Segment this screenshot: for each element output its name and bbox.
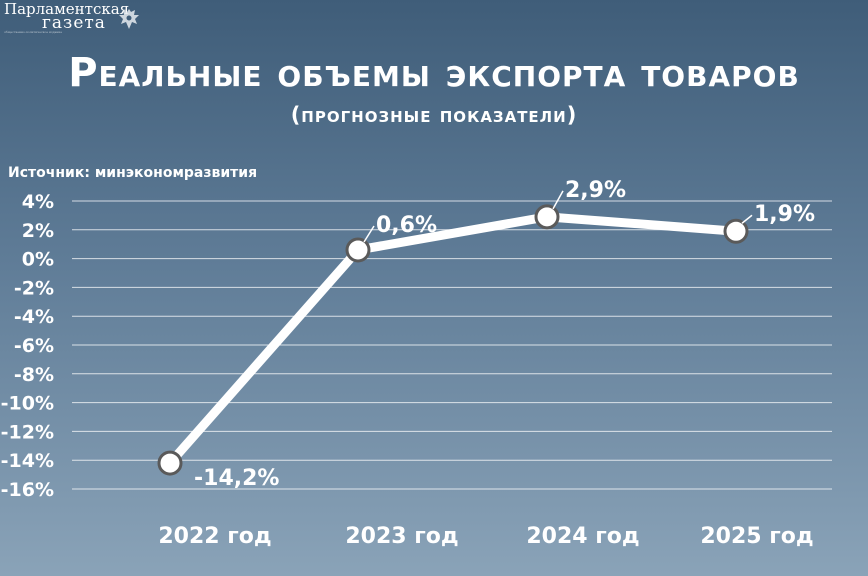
data-label: 0,6% bbox=[376, 213, 437, 238]
data-label: 1,9% bbox=[754, 202, 815, 227]
y-tick-label: -16% bbox=[1, 479, 54, 501]
chart-title: Реальные объемы экспорта товаров bbox=[68, 50, 800, 96]
label-leader-line bbox=[741, 214, 753, 224]
label-leader-line bbox=[552, 190, 564, 210]
x-category-label: 2023 год bbox=[345, 524, 458, 549]
series-line bbox=[165, 212, 741, 468]
logo-line-2: газета bbox=[42, 13, 106, 33]
x-category-label: 2025 год bbox=[700, 524, 813, 549]
eagle-emblem-icon bbox=[119, 9, 139, 29]
logo-line-1: Парламентская bbox=[4, 0, 130, 18]
data-points bbox=[157, 204, 749, 476]
y-tick-label: 4% bbox=[22, 191, 54, 213]
data-labels: -14,2% 0,6% 2,9% 1,9% bbox=[194, 178, 815, 491]
source-note: Источник: минэкономразвития bbox=[8, 165, 258, 181]
y-tick-label: -10% bbox=[1, 393, 54, 415]
y-tick-label: 0% bbox=[22, 249, 54, 271]
y-tick-label: -6% bbox=[14, 335, 54, 357]
y-tick-label: 2% bbox=[22, 220, 54, 242]
y-tick-label: -14% bbox=[1, 450, 54, 472]
data-point bbox=[157, 450, 183, 476]
chart-subtitle: (прогнозные показатели) bbox=[290, 103, 578, 127]
y-tick-label: -8% bbox=[14, 364, 54, 386]
data-label: 2,9% bbox=[565, 178, 626, 203]
y-tick-label: -2% bbox=[14, 277, 54, 299]
label-leader-line bbox=[363, 225, 375, 243]
y-tick-label: -12% bbox=[1, 421, 54, 443]
data-point bbox=[345, 237, 371, 263]
y-axis-ticks: 4% 2% 0% -2% -4% -6% -8% -10% -12% -14% -16% bbox=[1, 191, 54, 501]
series-line-group bbox=[165, 212, 741, 468]
gridlines bbox=[72, 200, 832, 490]
logo-tagline: общественно-политическое издание bbox=[4, 30, 63, 34]
x-axis-categories: 2022 год 2023 год 2024 год 2025 год bbox=[158, 524, 813, 549]
data-point bbox=[723, 218, 749, 244]
x-category-label: 2024 год bbox=[526, 524, 639, 549]
data-point bbox=[534, 204, 560, 230]
x-category-label: 2022 год bbox=[158, 524, 271, 549]
data-label: -14,2% bbox=[194, 466, 279, 491]
y-tick-label: -4% bbox=[14, 306, 54, 328]
